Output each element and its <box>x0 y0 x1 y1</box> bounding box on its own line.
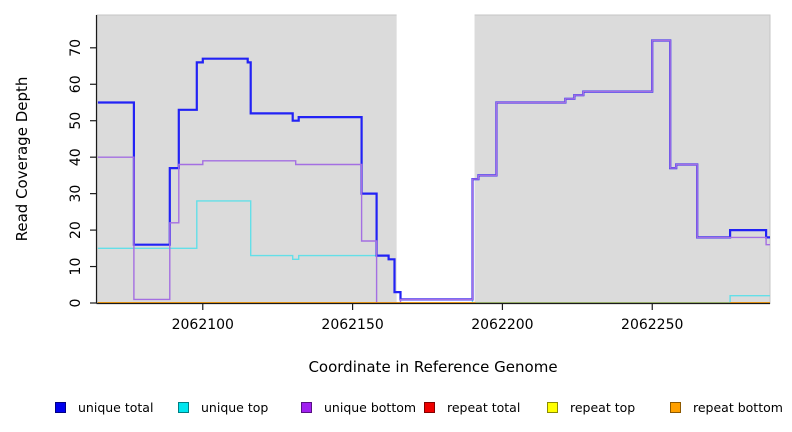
y-tick-label: 0 <box>68 299 84 308</box>
legend-item-unique-total: unique total <box>55 400 153 415</box>
y-tick-label: 50 <box>68 112 84 130</box>
x-tick-label: 2062250 <box>621 317 683 333</box>
legend-label: unique total <box>78 400 154 415</box>
y-tick-label: 20 <box>68 221 84 239</box>
x-axis-ticks: 2062100 2062150 2062200 2062250 <box>172 304 683 333</box>
x-tick-label: 2062100 <box>172 317 234 333</box>
legend-label: unique top <box>201 400 269 415</box>
series-line-unique-bottom <box>97 39 770 304</box>
legend-label: repeat total <box>447 400 521 415</box>
legend-item-unique-bottom: unique bottom <box>301 400 416 415</box>
legend-label: repeat top <box>570 400 636 415</box>
repeat-bottom-swatch-icon <box>670 402 681 413</box>
y-tick-label: 60 <box>68 75 84 93</box>
legend-item-repeat-total: repeat total <box>424 400 520 415</box>
unique-total-swatch-icon <box>55 402 66 413</box>
x-tick-label: 2062200 <box>471 317 533 333</box>
y-tick-label: 70 <box>68 39 84 57</box>
repeat-top-swatch-icon <box>547 402 558 413</box>
y-axis-title: Read Coverage Depth <box>13 77 31 242</box>
x-tick-label: 2062150 <box>321 317 383 333</box>
legend-label: unique bottom <box>324 400 417 415</box>
y-tick-label: 40 <box>68 148 84 166</box>
unique-bottom-swatch-icon <box>301 402 312 413</box>
legend-label: repeat bottom <box>693 400 783 415</box>
legend-item-unique-top: unique top <box>178 400 268 415</box>
axes <box>95 15 770 305</box>
legend-item-repeat-top: repeat top <box>547 400 635 415</box>
y-axis-ticks: 0 10 20 30 40 50 60 70 <box>68 39 97 308</box>
y-tick-label: 30 <box>68 185 84 203</box>
x-axis-title: Coordinate in Reference Genome <box>308 358 557 376</box>
repeat-total-swatch-icon <box>424 402 435 413</box>
y-tick-label: 10 <box>68 258 84 276</box>
unique-top-swatch-icon <box>178 402 189 413</box>
legend-item-repeat-bottom: repeat bottom <box>670 400 783 415</box>
masked-repeat-region <box>396 14 475 303</box>
plot-legend: unique total unique top unique bottom re… <box>0 400 792 418</box>
